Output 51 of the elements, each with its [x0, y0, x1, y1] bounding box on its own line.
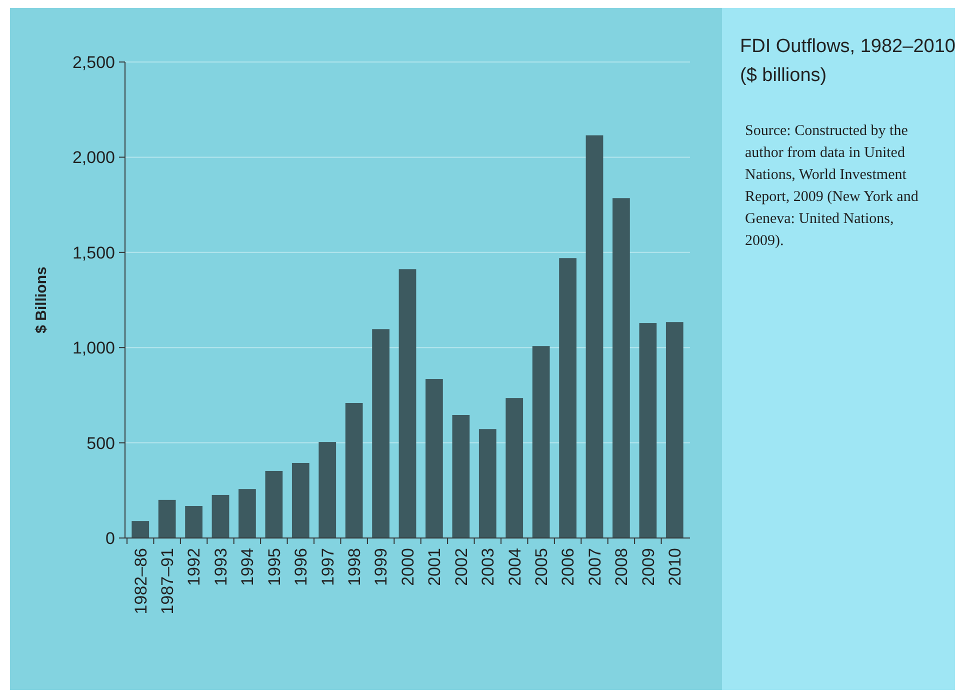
bar	[426, 379, 443, 538]
x-tick-label: 2008	[612, 548, 632, 586]
x-tick-label: 2010	[666, 548, 685, 586]
bar	[318, 442, 336, 538]
y-tick-label: 1,500	[72, 243, 115, 262]
y-axis-title: $ Billions	[33, 266, 50, 334]
bar	[265, 470, 283, 538]
x-tick-label: 2001	[425, 548, 444, 586]
x-tick-label: 1987–91	[158, 548, 178, 614]
x-tick-label: 1999	[372, 548, 391, 586]
y-tick-label: 2,500	[72, 52, 115, 72]
x-tick-label: 2000	[398, 548, 418, 586]
x-tick-label: 2004	[505, 548, 524, 586]
text: FDI Outflows, 1982–2010 ($ billions)	[740, 36, 956, 86]
bar	[292, 462, 310, 538]
bar	[586, 135, 604, 538]
bar	[372, 329, 390, 538]
bar	[639, 323, 657, 538]
y-tick-label: 1,000	[72, 338, 115, 358]
bar	[185, 506, 202, 538]
y-tick-label: 0	[106, 528, 115, 548]
y-tick-label: 500	[86, 434, 115, 453]
x-tick-label: 1994	[238, 548, 258, 586]
bar	[238, 489, 256, 538]
x-tick-label: 1993	[211, 548, 230, 586]
x-tick-label: 2009	[638, 548, 658, 586]
bar	[532, 346, 550, 538]
y-tick-label: 2,000	[72, 148, 115, 168]
x-tick-label: 2006	[558, 548, 578, 586]
bar	[212, 494, 230, 538]
x-tick-label: 1982–86	[131, 548, 150, 614]
x-tick-label: 1996	[292, 548, 311, 586]
x-tick-label: 2005	[532, 548, 552, 586]
x-tick-label: 1992	[184, 548, 204, 586]
x-tick-label: 2003	[478, 548, 498, 586]
bar	[559, 258, 576, 538]
x-tick-label: 2007	[585, 548, 604, 586]
bar	[506, 398, 524, 538]
x-tick-label: 2002	[452, 548, 471, 586]
bar	[666, 322, 684, 538]
x-tick-label: 1998	[345, 548, 364, 586]
x-tick-label: 1997	[318, 548, 338, 586]
x-tick-label: 1995	[264, 548, 284, 586]
bar	[158, 500, 176, 538]
bar	[452, 415, 470, 538]
bar	[398, 269, 416, 538]
bar	[345, 403, 363, 538]
bar	[478, 429, 496, 538]
bar	[132, 521, 150, 538]
bar	[612, 198, 630, 538]
source-note: Source: Constructed by the author from data in United Nations, World Investment Report, 2009 (New York and Geneva: United Nations, 2009).	[745, 123, 919, 249]
